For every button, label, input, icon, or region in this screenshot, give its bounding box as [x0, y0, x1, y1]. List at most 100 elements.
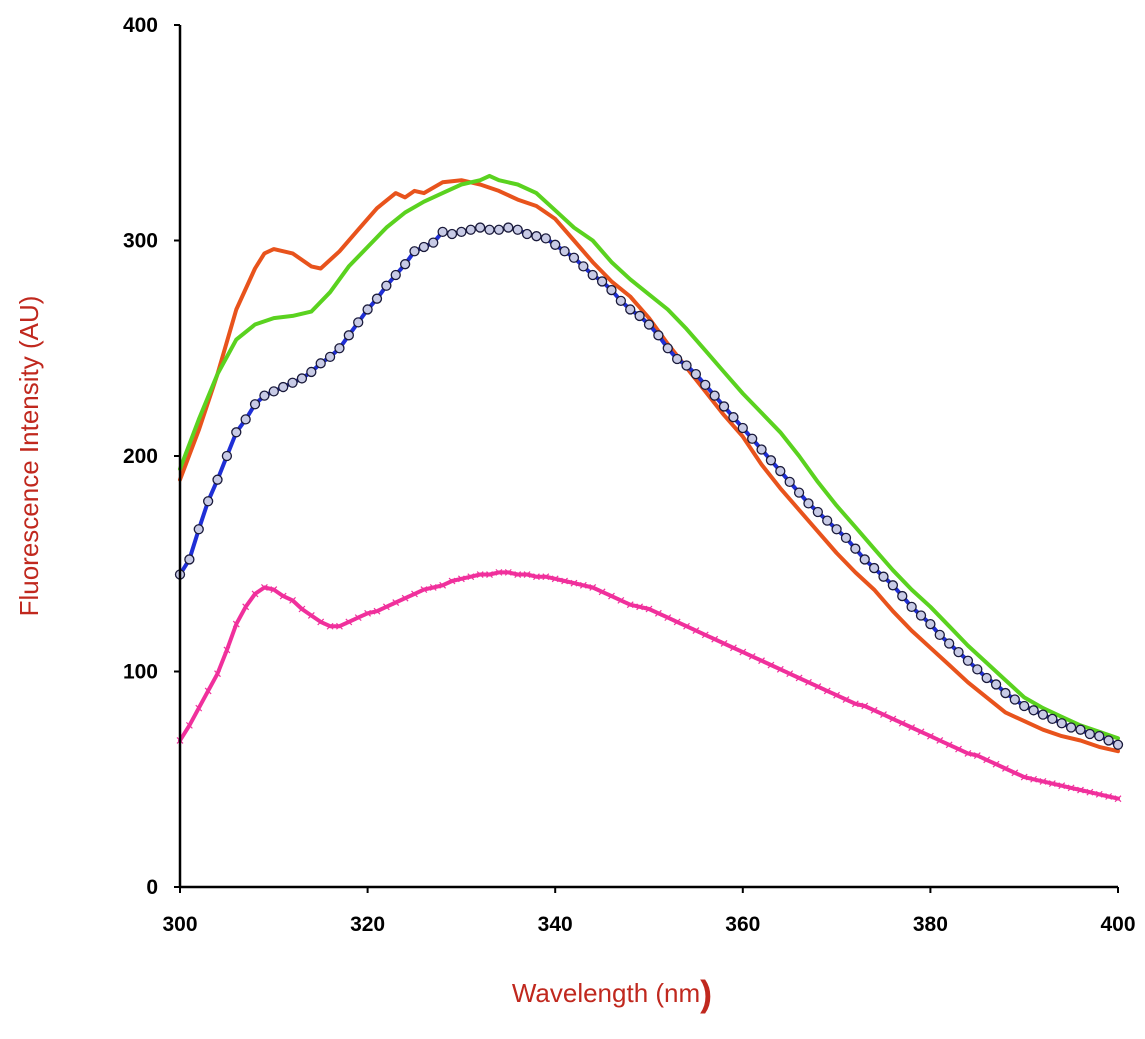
data-point — [317, 618, 325, 626]
data-point — [495, 568, 503, 576]
data-point — [334, 343, 345, 354]
data-point — [953, 646, 964, 658]
data-point — [615, 295, 627, 306]
data-point — [399, 259, 411, 270]
x-axis-title-main: Wavelength (nm — [512, 978, 700, 1008]
data-point — [249, 399, 261, 410]
data-point — [747, 433, 758, 444]
data-point — [1105, 793, 1113, 800]
data-point — [1019, 700, 1030, 712]
data-point — [776, 665, 784, 673]
y-tick-label: 200 — [123, 445, 158, 468]
data-point — [701, 631, 709, 639]
data-point — [381, 280, 392, 291]
data-point — [1002, 765, 1009, 772]
data-point — [822, 515, 833, 526]
data-point — [260, 584, 268, 591]
data-point — [1020, 773, 1028, 781]
data-point — [259, 390, 270, 401]
data-point — [287, 377, 298, 388]
data-point — [420, 586, 428, 594]
data-point — [643, 319, 655, 330]
data-point — [512, 224, 523, 235]
data-point — [608, 592, 615, 600]
data-point — [298, 605, 306, 613]
series-line — [178, 570, 1120, 801]
data-point — [737, 422, 748, 434]
data-point — [654, 609, 662, 617]
data-point — [221, 450, 233, 462]
x-tick-label: 360 — [725, 913, 760, 936]
data-point — [589, 584, 597, 591]
data-point — [711, 635, 719, 643]
data-point — [1084, 728, 1096, 740]
data-point — [1067, 784, 1075, 792]
data-point — [279, 592, 287, 600]
y-tick-label: 300 — [123, 230, 158, 253]
data-point — [908, 724, 916, 731]
data-point — [748, 652, 756, 660]
data-point — [983, 756, 991, 764]
data-point — [739, 648, 747, 656]
data-point — [1028, 705, 1039, 716]
data-point — [1103, 735, 1114, 746]
data-point — [289, 596, 296, 604]
data-point — [268, 386, 279, 397]
data-point — [550, 239, 561, 250]
data-point — [270, 586, 278, 594]
x-axis-title: Wavelength (nm) — [512, 973, 712, 1014]
data-point — [1058, 782, 1066, 790]
data-point — [1011, 769, 1019, 777]
data-point — [223, 646, 231, 654]
x-tick-label: 320 — [350, 913, 385, 936]
data-point — [861, 702, 869, 710]
data-point — [212, 474, 223, 485]
data-point — [625, 304, 636, 315]
data-point — [579, 581, 587, 589]
ticks-layer: 0 100 200 300 400 300 320 340 360 380 400 — [123, 14, 1136, 936]
data-point — [533, 573, 540, 581]
data-point — [889, 715, 897, 723]
data-point — [390, 269, 401, 281]
data-point — [662, 343, 673, 354]
data-point — [1000, 687, 1011, 699]
data-point — [184, 554, 195, 565]
data-point — [568, 252, 580, 263]
data-point — [936, 737, 944, 744]
y-axis-title: Fluorescence Intensity (AU) — [14, 296, 44, 617]
data-point — [354, 614, 362, 622]
data-point — [448, 577, 456, 585]
data-point — [465, 224, 476, 235]
y-tick-label: 100 — [123, 661, 158, 684]
data-point — [681, 360, 692, 371]
data-point — [371, 293, 383, 304]
data-point — [1047, 713, 1058, 725]
data-point — [1056, 718, 1067, 729]
data-point — [793, 487, 805, 498]
data-point — [503, 222, 514, 233]
data-point — [709, 390, 720, 401]
data-point — [897, 590, 908, 602]
data-point — [926, 732, 934, 740]
data-point — [992, 760, 1000, 768]
data-point — [690, 368, 702, 380]
data-point — [880, 711, 887, 719]
data-point — [324, 351, 336, 363]
data-point — [1065, 722, 1077, 733]
data-point — [185, 721, 193, 729]
series-layer — [174, 173, 1124, 803]
data-point — [803, 498, 814, 509]
data-point — [531, 231, 542, 242]
data-point — [700, 379, 711, 391]
data-point — [634, 310, 645, 322]
series-1 — [178, 178, 1120, 754]
x-tick-label: 300 — [162, 913, 197, 936]
data-point — [606, 284, 617, 296]
data-point — [814, 683, 822, 691]
data-point — [401, 594, 409, 602]
data-point — [728, 412, 739, 423]
data-point — [1095, 790, 1103, 798]
data-point — [596, 276, 608, 287]
x-tick-label: 400 — [1100, 913, 1135, 936]
